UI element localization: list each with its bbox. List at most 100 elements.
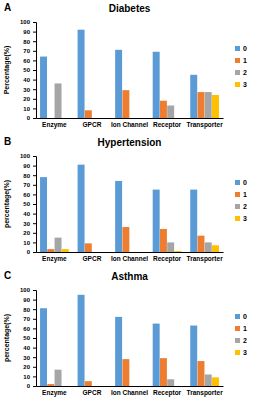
plot-area: 0102030405060708090100EnzymeGPCRIon Chan… xyxy=(20,19,224,128)
x-axis-line xyxy=(37,386,224,387)
bars xyxy=(40,30,219,118)
x-tick: Enzyme xyxy=(42,252,67,263)
legend-label: 1 xyxy=(243,191,247,198)
y-tick: 20 xyxy=(23,364,36,370)
bar xyxy=(167,106,174,118)
y-tick: 90 xyxy=(23,29,36,35)
y-tick: 100 xyxy=(20,287,36,293)
y-tick: 80 xyxy=(23,173,36,179)
bar xyxy=(160,358,167,386)
bar-series xyxy=(55,83,212,118)
x-tick-label: Transporter xyxy=(187,389,224,397)
y-tick: 30 xyxy=(23,355,36,361)
bar-series xyxy=(55,370,212,386)
legend-label: 2 xyxy=(243,203,247,210)
x-tick-label: Enzyme xyxy=(42,121,67,129)
legend-item: 1 xyxy=(235,191,247,198)
y-tick-label: 100 xyxy=(20,19,31,25)
bar xyxy=(55,370,62,386)
y-tick: 20 xyxy=(23,96,36,102)
bar xyxy=(40,57,47,118)
panel-letter: A xyxy=(4,2,11,13)
bar-series xyxy=(85,90,205,118)
bar xyxy=(212,245,219,252)
y-axis-title: percentage(%) xyxy=(3,314,11,362)
x-tick-label: Ion Channel xyxy=(111,389,148,396)
y-tick: 10 xyxy=(23,106,36,112)
bar xyxy=(47,384,54,386)
y-tick-label: 0 xyxy=(27,249,31,255)
legend-label: 1 xyxy=(243,325,247,332)
y-tick-label: 10 xyxy=(23,374,30,380)
x-tick-label: Receptor xyxy=(153,389,182,397)
bar xyxy=(130,252,137,253)
bar xyxy=(78,295,85,386)
bar xyxy=(47,118,54,119)
panel-letter: B xyxy=(4,136,11,147)
bar xyxy=(62,386,69,387)
y-tick-label: 90 xyxy=(23,163,30,169)
x-axis-line xyxy=(37,118,224,119)
y-tick-mark xyxy=(33,242,36,243)
bar xyxy=(212,95,219,118)
bar xyxy=(137,118,144,119)
bar xyxy=(174,251,181,252)
bar xyxy=(55,238,62,252)
plot-area: 0102030405060708090100EnzymeGPCRIon Chan… xyxy=(20,153,224,262)
x-tick: Ion Channel xyxy=(111,386,148,396)
y-axis-title: Percentage(%) xyxy=(3,46,11,95)
y-tick-mark xyxy=(33,156,36,157)
bar xyxy=(153,52,160,118)
y-tick-label: 100 xyxy=(20,153,31,159)
y-tick-label: 100 xyxy=(20,287,31,293)
panel: BHypertension0102030405060708090100Enzym… xyxy=(3,136,247,263)
y-tick-label: 0 xyxy=(27,383,31,389)
y-tick: 70 xyxy=(23,316,36,322)
y-tick: 60 xyxy=(23,326,36,332)
y-tick: 0 xyxy=(27,115,36,121)
x-tick-label: Ion Channel xyxy=(111,121,148,128)
bar xyxy=(115,317,122,386)
y-tick-mark xyxy=(33,185,36,186)
bar xyxy=(153,324,160,386)
bar xyxy=(197,361,204,386)
legend-swatch xyxy=(235,192,240,197)
y-tick-label: 30 xyxy=(23,87,30,93)
y-tick-mark xyxy=(33,204,36,205)
x-tick: Transporter xyxy=(187,118,224,129)
y-tick-mark xyxy=(33,367,36,368)
y-tick-label: 10 xyxy=(23,106,30,112)
y-tick-mark xyxy=(33,386,36,387)
y-tick-mark xyxy=(33,166,36,167)
legend-label: 0 xyxy=(243,45,247,52)
y-tick: 60 xyxy=(23,58,36,64)
bar xyxy=(99,118,106,119)
y-tick-label: 90 xyxy=(23,29,30,35)
y-axis-line xyxy=(33,157,37,253)
chart-title: Diabetes xyxy=(109,3,151,14)
y-tick-mark xyxy=(33,22,36,23)
x-axis: EnzymeGPCRIon ChannelReceptorTransporter xyxy=(37,386,224,397)
y-tick-label: 20 xyxy=(23,364,30,370)
y-tick-mark xyxy=(33,60,36,61)
legend-item: 1 xyxy=(235,57,247,64)
x-axis: EnzymeGPCRIon ChannelReceptorTransporter xyxy=(37,118,224,129)
y-tick: 50 xyxy=(23,201,36,207)
bar xyxy=(99,386,106,387)
y-tick: 40 xyxy=(23,211,36,217)
y-tick: 30 xyxy=(23,87,36,93)
y-tick-mark xyxy=(33,194,36,195)
x-tick-label: Receptor xyxy=(153,121,182,129)
panel: CAsthma0102030405060708090100EnzymeGPCRI… xyxy=(3,270,247,397)
y-tick: 50 xyxy=(23,67,36,73)
y-tick-mark xyxy=(33,300,36,301)
x-tick: GPCR xyxy=(83,252,102,262)
legend-swatch xyxy=(235,216,240,221)
y-axis: 0102030405060708090100 xyxy=(20,153,37,255)
y-tick-mark xyxy=(33,348,36,349)
y-tick-label: 0 xyxy=(27,115,31,121)
legend-swatch xyxy=(235,326,240,331)
y-tick: 20 xyxy=(23,230,36,236)
bar xyxy=(85,381,92,386)
legend-item: 2 xyxy=(235,337,247,344)
